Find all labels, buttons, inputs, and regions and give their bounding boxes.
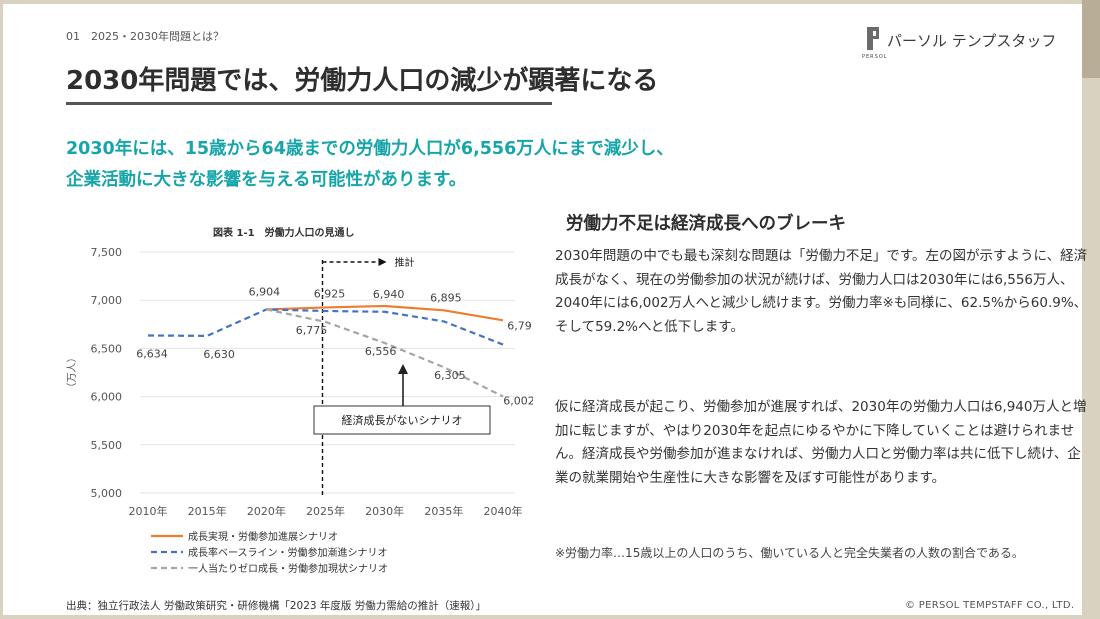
data-label: 6,925 [314,287,346,300]
logo-text: パーソル テンプスタッフ [887,32,1057,50]
y-tick-label: 7,500 [91,246,123,259]
annotation-box [313,405,491,435]
x-tick-label: 2030年 [365,504,404,518]
x-tick-label: 2020年 [247,504,286,518]
x-tick-label: 2035年 [424,504,463,518]
y-tick-label: 5,500 [91,439,123,452]
lead-line-2: 企業活動に大きな影響を与える可能性があります。 [66,170,467,190]
lead-line-1: 2030年には、15歳から64歳までの労働力人口が6,556万人にまで減少し、 [66,139,674,159]
corner-decoration [1082,0,1100,78]
y-axis-label: （万人） [66,353,78,393]
projection-label: 推計 [395,256,415,269]
section-heading: 労働力不足は経済成長へのブレーキ [566,214,846,234]
labor-force-chart: 5,000 5,500 6,000 6,500 7,000 7,500 （万人） 2010年 2… [66,246,533,575]
data-label: 6,904 [249,285,280,298]
persol-logo-icon: PERSOL [862,26,887,60]
data-label: 6,775 [296,324,328,337]
copyright: © PERSOL TEMPSTAFF CO., LTD. [905,600,1075,611]
x-tick-label: 2040年 [484,504,523,518]
series-line [266,308,504,398]
data-label: 6,634 [136,347,168,360]
x-tick-label: 2010年 [129,504,168,518]
data-label: 6,556 [365,345,397,358]
slide: 01 2025・2030年問題とは？ PERSOL パーソル テンプスタッフ 2… [3,4,1087,615]
persol-logo: PERSOL パーソル テンプスタッフ [862,26,1057,60]
legend-label: 成長率ベースライン・労働参加漸進シナリオ [188,546,388,559]
x-tick-label: 2015年 [188,504,227,518]
source-citation: 出典：独立行政法人 労働政策研究・研修機構「2023 年度版 労働力需給の推計（… [66,600,486,612]
y-tick-label: 5,000 [91,487,123,500]
series-line [266,304,504,322]
title-underline [66,102,552,105]
y-tick-label: 7,000 [91,294,123,307]
series-line [147,308,504,346]
legend-label: 成長実現・労働参加進展シナリオ [188,530,338,543]
x-tick-label: 2025年 [306,504,345,518]
legend-label: 一人当たりゼロ成長・労働参加現状シナリオ [188,562,388,575]
logo-sub: PERSOL [862,54,888,60]
data-label: 6,002 [503,394,533,407]
breadcrumb: 01 2025・2030年問題とは？ [66,30,224,43]
footnote: ※労働力率…15歳以上の人口のうち、働いている人と完全失業者の人数の割合である。 [555,546,1024,560]
data-label: 6,895 [430,291,462,304]
page-title: 2030年問題では、労働力人口の減少が顕著になる [66,66,659,96]
y-tick-label: 6,500 [91,342,123,355]
y-tick-label: 6,000 [91,391,123,404]
data-label: 6,305 [434,369,466,382]
data-label: 6,940 [373,288,405,301]
body-paragraph-2: 仮に経済成長が起こり、労働参加が進展すれば、2030年の労働力人口は6,940万… [555,399,1087,486]
chart-title: 図表 1-1 労働力人口の見通し [213,228,355,239]
annotation-arrowhead [398,364,408,374]
data-label: 6,630 [203,348,235,361]
data-label: 6,791 [507,319,533,332]
body-paragraph-1: 2030年問題の中でも最も深刻な問題は「労働力不足」です。左の図が示すように、経… [555,248,1088,335]
annotation-text: 経済成長がないシナリオ [342,413,463,427]
lead-text: 2030年には、15歳から64歳までの労働力人口が6,556万人にまで減少し、 … [66,134,674,196]
projection-arrowhead [378,258,387,266]
